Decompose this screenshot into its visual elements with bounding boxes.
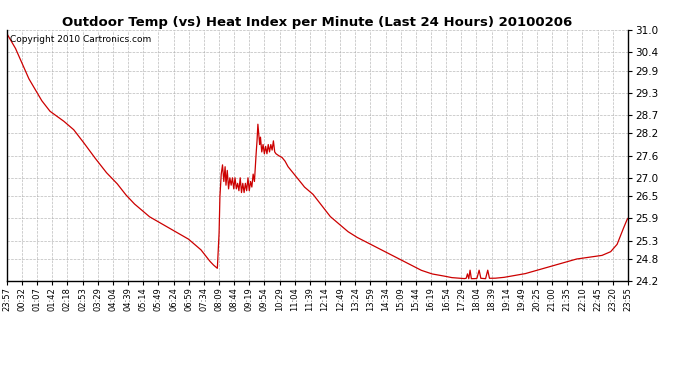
- Text: Copyright 2010 Cartronics.com: Copyright 2010 Cartronics.com: [10, 35, 151, 44]
- Title: Outdoor Temp (vs) Heat Index per Minute (Last 24 Hours) 20100206: Outdoor Temp (vs) Heat Index per Minute …: [62, 16, 573, 29]
